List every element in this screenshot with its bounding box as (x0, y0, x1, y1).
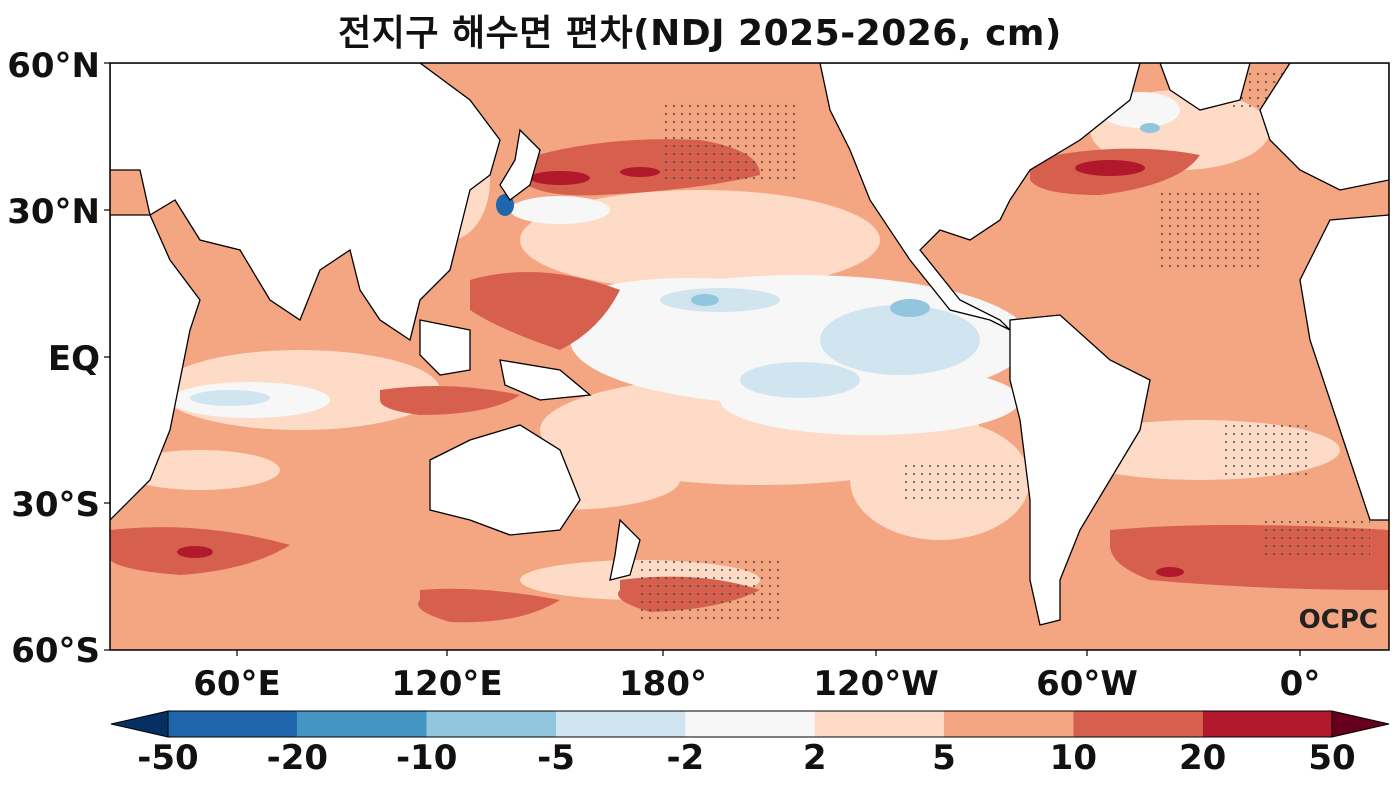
colorbar-segment (1202, 711, 1332, 737)
map-plot-area (110, 63, 1389, 650)
asia-landmass (110, 63, 501, 342)
colorbar-tick-label: 10 (1049, 738, 1097, 778)
colorbar-tick-label: 5 (932, 738, 956, 778)
north-america-landmass (819, 63, 1141, 331)
south-america-landmass (1009, 314, 1151, 626)
colorbar (110, 710, 1390, 738)
borneo-landmass (419, 319, 471, 376)
colorbar-tick-label: -20 (266, 738, 329, 778)
colorbar-segment (1073, 711, 1203, 737)
lat-ticks (104, 62, 110, 651)
colorbar-tick-label: -10 (395, 738, 458, 778)
colorbar-tick-label: -5 (537, 738, 575, 778)
lon-ticks (236, 650, 1301, 656)
colorbar-tick-label: -50 (137, 738, 199, 778)
lon-label-120w: 120°W (813, 664, 939, 704)
colorbar-segment (814, 711, 944, 737)
anomaly-positive-strong (177, 160, 1184, 577)
lon-label-180: 180° (619, 664, 707, 704)
credit-label: OCPC (1298, 605, 1378, 635)
lat-label-60n: 60°N (7, 46, 100, 86)
colorbar-tick-label: 20 (1178, 738, 1227, 778)
greenland-landmass (1159, 63, 1251, 111)
colorbar-tick-label: -2 (666, 738, 705, 778)
lon-label-120e: 120°E (391, 664, 503, 704)
lon-label-60w: 60°W (1036, 664, 1138, 704)
colorbar-segment (168, 711, 298, 737)
colorbar-tick-label: 50 (1308, 738, 1356, 778)
australia-landmass (429, 424, 581, 536)
new-guinea-landmass (499, 359, 592, 401)
lat-label-60s: 60°S (11, 631, 100, 671)
colorbar-segment (297, 711, 427, 737)
colorbar-tick-label: 2 (802, 738, 827, 778)
africa-landmass (110, 214, 201, 521)
lon-label-60e: 60°E (193, 664, 281, 704)
lat-label-30n: 30°N (7, 192, 100, 232)
lat-label-eq: EQ (47, 339, 100, 379)
colorbar-segment (944, 711, 1074, 737)
colorbar-under-arrow (110, 710, 169, 738)
colorbar-segment (685, 711, 815, 737)
anomaly-negative-regions (190, 288, 980, 406)
colorbar-over-arrow (1331, 710, 1390, 738)
europe-landmass (1259, 63, 1389, 191)
colorbar-segment (556, 711, 686, 737)
africa-west-landmass (1299, 214, 1389, 521)
colorbar-segment (426, 711, 556, 737)
map-title: 전지구 해수면 편차(NDJ 2025-2026, cm) (338, 13, 1062, 54)
colorbar-border (167, 710, 1333, 738)
lon-label-0: 0° (1279, 664, 1321, 704)
new-zealand-landmass (609, 518, 641, 581)
lat-label-30s: 30°S (11, 485, 100, 525)
land-masses (110, 63, 1389, 626)
japan-landmass (499, 128, 541, 201)
anomaly-negative-strong (691, 123, 1160, 317)
